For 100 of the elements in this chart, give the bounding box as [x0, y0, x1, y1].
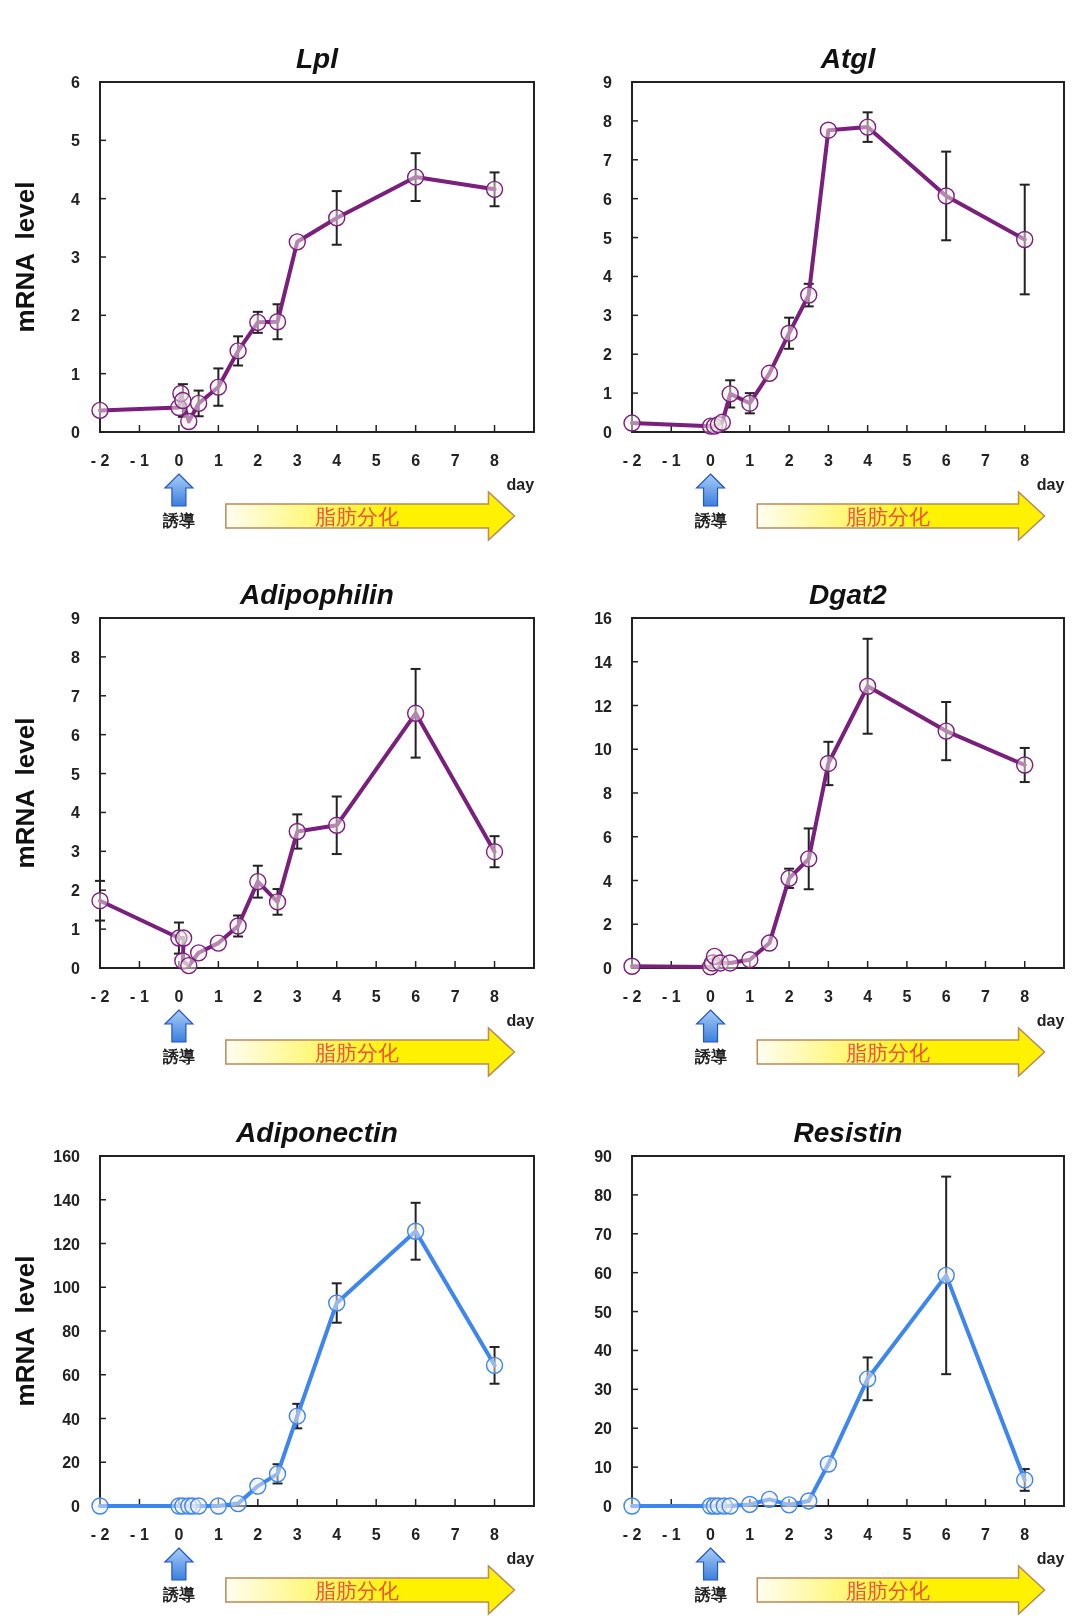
y-tick-label: 5	[603, 229, 613, 247]
y-tick-label: 6	[71, 74, 81, 91]
point	[268, 893, 287, 911]
y-tick-label: 2	[603, 346, 613, 364]
point	[485, 1356, 504, 1375]
x-tick-label: 8	[490, 1526, 500, 1543]
y-tick-label: 8	[71, 648, 81, 666]
point	[780, 1496, 798, 1514]
x-tick-label: 0	[706, 452, 716, 469]
y-tick-label: 100	[53, 1279, 81, 1297]
x-tick-label: - 2	[90, 1526, 110, 1543]
chart-title: Lpl	[296, 43, 340, 74]
point	[760, 1490, 779, 1509]
point	[328, 1294, 346, 1312]
y-tick-label: 5	[71, 765, 81, 783]
x-tick-label: 5	[371, 1526, 381, 1543]
x-tick-label: - 1	[661, 988, 681, 1005]
point	[1016, 756, 1034, 774]
y-tick-label: 0	[603, 960, 613, 977]
y-tick-label: 60	[62, 1366, 81, 1384]
x-tick-label: 5	[902, 452, 912, 469]
x-tick-label: 2	[784, 988, 794, 1005]
point	[937, 187, 955, 205]
x-tick-label: 1	[745, 988, 755, 1005]
y-tick-label: 40	[594, 1342, 613, 1360]
chart-title: Dgat2	[809, 579, 888, 610]
y-tick-label: 80	[62, 1323, 81, 1340]
y-tick-label: 4	[603, 268, 613, 286]
point	[268, 313, 287, 331]
point	[937, 722, 955, 740]
point	[328, 816, 346, 834]
x-tick-label: 4	[863, 988, 873, 1005]
y-tick-label: 8	[603, 785, 613, 802]
y-tick-label: 1	[71, 365, 81, 383]
point	[858, 677, 877, 695]
x-tick-label: 3	[292, 452, 302, 469]
x-tick-label: 4	[863, 452, 873, 469]
text: 脂肪分化	[845, 1041, 930, 1064]
x-axis-title: day	[506, 1550, 535, 1567]
point	[180, 956, 198, 975]
point	[760, 934, 779, 952]
y-tick-label: 4	[603, 872, 613, 890]
x-tick-label: 7	[981, 452, 990, 469]
point	[249, 872, 267, 891]
x-tick-label: - 1	[130, 452, 149, 469]
point	[406, 1222, 425, 1240]
point	[741, 1495, 759, 1514]
y-tick-label: 80	[594, 1186, 613, 1204]
point	[937, 1266, 955, 1285]
x-axis-title: day	[506, 476, 535, 493]
x-axis-title: day	[1036, 1550, 1065, 1567]
point	[800, 1492, 818, 1510]
x-tick-label: 5	[371, 452, 381, 469]
y-tick-label: 0	[603, 1498, 613, 1515]
y-tick-label: 2	[71, 307, 81, 325]
point	[91, 401, 109, 420]
point	[288, 1407, 306, 1425]
point	[174, 391, 192, 410]
y-tick-label: 120	[53, 1235, 81, 1253]
x-tick-label: - 1	[661, 452, 681, 469]
y-tick-label: 90	[594, 1148, 613, 1165]
x-tick-label: 2	[784, 452, 794, 469]
point	[819, 754, 838, 773]
x-tick-label: 0	[706, 1526, 716, 1543]
x-tick-label: 7	[450, 988, 460, 1005]
point	[485, 843, 504, 861]
text: 誘導	[693, 512, 727, 529]
y-tick-label: 0	[71, 960, 81, 977]
y-tick-label: 60	[594, 1264, 613, 1282]
point	[858, 1370, 877, 1388]
point	[713, 413, 732, 431]
x-tick-label: 6	[941, 1526, 951, 1543]
text: 脂肪分化	[315, 505, 400, 528]
x-tick-label: 2	[253, 988, 263, 1005]
point	[328, 209, 346, 227]
x-tick-label: 4	[332, 452, 342, 469]
y-tick-label: 6	[71, 726, 81, 744]
x-tick-label: 5	[371, 988, 381, 1005]
x-tick-label: 8	[490, 452, 500, 469]
y-tick-label: 6	[603, 828, 613, 846]
y-tick-label: 14	[594, 653, 613, 671]
point	[91, 892, 109, 910]
x-tick-label: - 1	[661, 1526, 681, 1543]
x-tick-label: 8	[1020, 988, 1030, 1005]
x-tick-label: 0	[706, 988, 716, 1005]
y-tick-label: 20	[594, 1420, 613, 1438]
point	[721, 1497, 739, 1515]
y-axis-title: mRNA level	[10, 181, 40, 333]
x-tick-label: - 2	[90, 452, 110, 469]
y-tick-label: 2	[603, 916, 613, 934]
chart-title: Adiponectin	[235, 1117, 398, 1148]
x-tick-label: 0	[174, 988, 184, 1005]
x-tick-label: 6	[411, 1526, 421, 1543]
x-tick-label: - 1	[130, 988, 149, 1005]
x-tick-label: 7	[981, 1526, 990, 1543]
point	[249, 1477, 267, 1495]
y-tick-label: 3	[71, 843, 81, 861]
chart-title: Atgl	[819, 43, 877, 74]
x-tick-label: 4	[332, 988, 342, 1005]
y-tick-label: 40	[62, 1410, 81, 1428]
